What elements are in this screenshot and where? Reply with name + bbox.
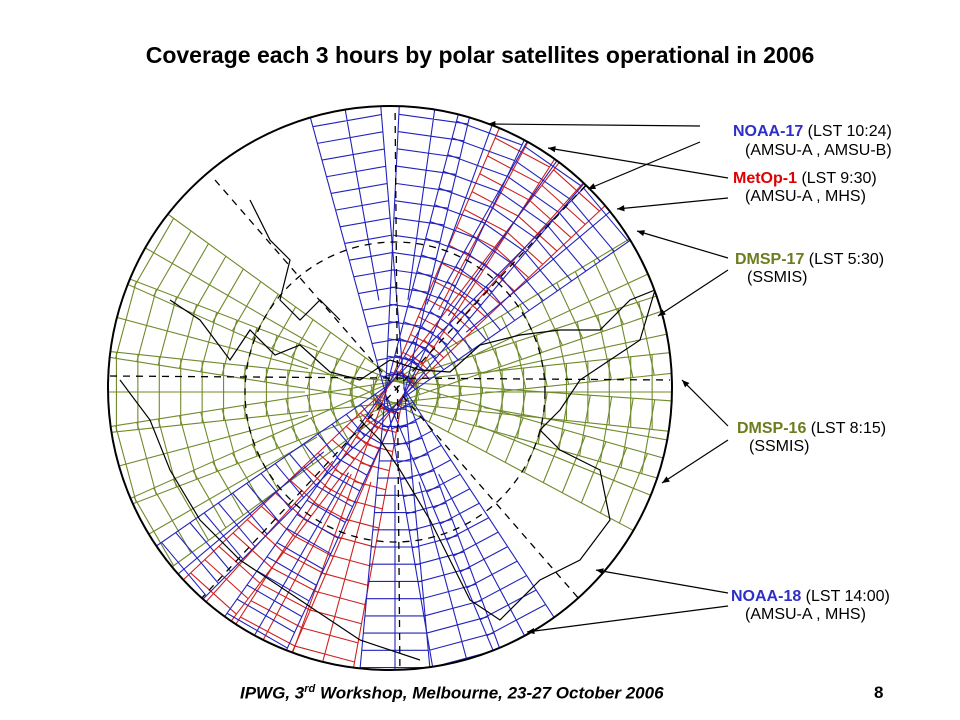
swath xyxy=(108,381,398,511)
noaa17-label: NOAA-17 (LST 10:24) xyxy=(733,122,892,141)
swath xyxy=(356,391,434,670)
pointer-arrow xyxy=(526,605,729,635)
pointer-arrow xyxy=(595,568,729,594)
slide-title: Coverage each 3 hours by polar satellite… xyxy=(145,42,815,68)
pointer-arrow xyxy=(657,269,729,317)
swath xyxy=(108,273,398,403)
noaa18-name: NOAA-18 xyxy=(731,588,802,605)
swath xyxy=(303,106,405,394)
dmsp16-label: DMSP-16 (LST 8:15) xyxy=(737,419,886,438)
swath xyxy=(206,386,404,670)
pointer-arrow xyxy=(587,141,701,190)
pointer-arrow xyxy=(681,379,729,427)
pointer-arrow xyxy=(487,120,701,128)
dmsp17-instruments: (SSMIS) xyxy=(747,269,808,286)
pointer-arrow xyxy=(547,146,729,179)
footer-post: Workshop, Melbourne, 23-27 October 2006 xyxy=(315,683,664,703)
coastline xyxy=(249,199,341,321)
swath xyxy=(113,205,401,402)
map-boundary xyxy=(107,105,673,671)
metop-lst: (LST 9:30) xyxy=(797,170,877,187)
pointer-arrow xyxy=(616,197,729,212)
dmsp17-name: DMSP-17 xyxy=(735,251,805,268)
coastline xyxy=(169,288,656,621)
dmsp17-label: DMSP-17 (LST 5:30) xyxy=(735,250,884,269)
metop-name: MetOp-1 xyxy=(733,170,797,187)
footer-sup: rd xyxy=(304,683,316,695)
footer-pre: IPWG, 3 xyxy=(240,683,305,703)
dmsp16-instruments: (SSMIS) xyxy=(749,438,810,455)
noaa18-label: NOAA-18 (LST 14:00) xyxy=(731,587,890,606)
label-pointers xyxy=(487,120,729,635)
dmsp16-name: DMSP-16 xyxy=(737,420,807,437)
graticule xyxy=(109,106,671,670)
noaa18-instruments: (AMSU-A , MHS) xyxy=(745,606,866,623)
graticule-lines xyxy=(109,106,671,670)
swath xyxy=(386,387,575,670)
swath xyxy=(113,382,401,579)
noaa17-lst: (LST 10:24) xyxy=(803,123,892,140)
noaa18-lst: (LST 14:00) xyxy=(801,588,890,605)
dmsp16-lst: (LST 8:15) xyxy=(806,420,887,437)
swath xyxy=(390,381,672,544)
footer-workshop: IPWG, 3rd Workshop, Melbourne, 23-27 Oct… xyxy=(240,683,664,704)
pointer-arrow xyxy=(661,439,729,484)
pointer-arrow xyxy=(636,230,729,259)
dmsp17-lst: (LST 5:30) xyxy=(804,251,885,268)
coastline xyxy=(119,379,421,661)
swath xyxy=(394,349,672,435)
satellite-swaths xyxy=(108,106,672,670)
noaa17-name: NOAA-17 xyxy=(733,123,804,140)
swath xyxy=(108,349,396,435)
noaa17-instruments: (AMSU-A , AMSU-B) xyxy=(745,142,892,159)
metop-instruments: (AMSU-A , MHS) xyxy=(745,188,866,205)
page-number: 8 xyxy=(874,683,884,702)
metop-label: MetOp-1 (LST 9:30) xyxy=(733,169,877,188)
